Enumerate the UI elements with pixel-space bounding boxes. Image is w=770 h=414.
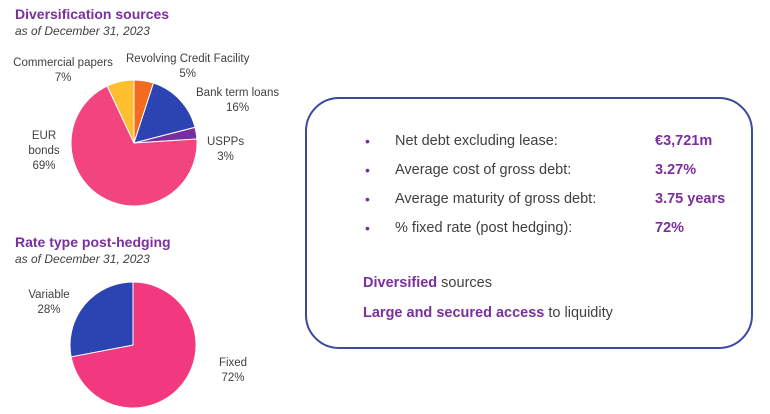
metric-label: Net debt excluding lease: [395, 133, 558, 149]
metric-label: Average cost of gross debt: [395, 162, 572, 178]
label-eur-bonds: EUR bonds 69% [28, 130, 60, 172]
bullet-icon: • [365, 191, 370, 207]
pie-slice-commercial-papers [106, 79, 135, 144]
label-commercial-papers: Commercial papers 7% [13, 57, 113, 84]
pie-slice-eur-bonds [70, 85, 198, 207]
chart1-title: Diversification sources [15, 6, 170, 22]
metric-label: Average maturity of gross debt: [395, 191, 597, 207]
metric-value: 3.27% [655, 162, 697, 178]
bullet-icon: • [365, 133, 370, 149]
pie-slice-bank-term-loans [133, 82, 196, 144]
metric-value: 3.75 years [655, 191, 726, 207]
metric-value: €3,721m [655, 133, 713, 149]
diversification-pie-chart [70, 79, 198, 207]
bullet-icon: • [365, 220, 370, 236]
label-revolving-credit-facility: Revolving Credit Facility 5% [126, 53, 250, 80]
highlight-text: Diversified [363, 275, 438, 291]
chart2-subtitle: as of December 31, 2023 [15, 252, 150, 266]
chart1-subtitle: as of December 31, 2023 [15, 24, 150, 38]
label-fixed: Fixed 72% [218, 357, 248, 384]
label-variable: Variable 28% [28, 289, 70, 316]
rest-text: sources [437, 275, 492, 291]
liquidity-access-line: Large and secured access to liquidity [363, 305, 613, 321]
rate-type-pie-chart [69, 281, 197, 409]
highlight-text: Large and secured access [363, 305, 545, 321]
pie-slice-variable [69, 281, 134, 358]
rest-text: to liquidity [544, 305, 613, 321]
metric-value: 72% [655, 220, 685, 236]
diversified-sources-line: Diversified sources [363, 275, 492, 291]
chart2-title: Rate type post-hedging [15, 234, 171, 250]
summary-box: • Net debt excluding lease: €3,721m • Av… [305, 97, 753, 349]
label-uspps: USPPs 3% [207, 136, 245, 163]
bullet-icon: • [365, 162, 370, 178]
label-bank-term-loans: Bank term loans 16% [196, 87, 280, 114]
pie-slice-fixed [70, 281, 197, 409]
metric-label: % fixed rate (post hedging): [395, 220, 573, 236]
